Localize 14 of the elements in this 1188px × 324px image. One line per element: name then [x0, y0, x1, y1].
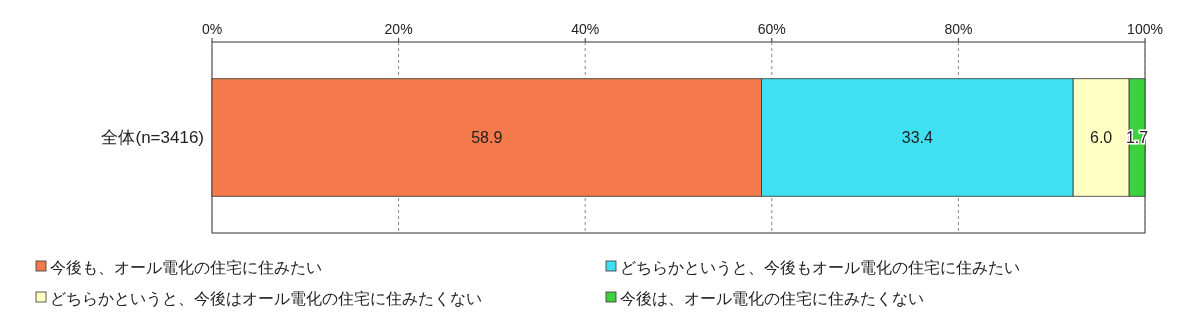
- legend-label: 今後は、オール電化の住宅に住みたくない: [620, 289, 924, 307]
- y-tick-label: 全体(n=3416): [101, 128, 204, 148]
- x-tick-label: 20%: [384, 21, 413, 37]
- legend-label: どちらかというと、今後もオール電化の住宅に住みたい: [620, 258, 1020, 277]
- x-tick-label: 100%: [1127, 21, 1163, 37]
- data-label: 58.9: [471, 129, 503, 147]
- legend-label: どちらかというと、今後はオール電化の住宅に住みたくない: [50, 289, 482, 308]
- x-tick-label: 0%: [201, 21, 223, 37]
- x-tick-label: 60%: [757, 21, 786, 37]
- data-label: 33.4: [901, 129, 934, 147]
- data-label: 6.0: [1090, 129, 1113, 147]
- legend-label: 今後も、オール電化の住宅に住みたい: [50, 258, 322, 276]
- x-tick-label: 80%: [944, 21, 973, 37]
- x-tick-label: 40%: [571, 21, 600, 37]
